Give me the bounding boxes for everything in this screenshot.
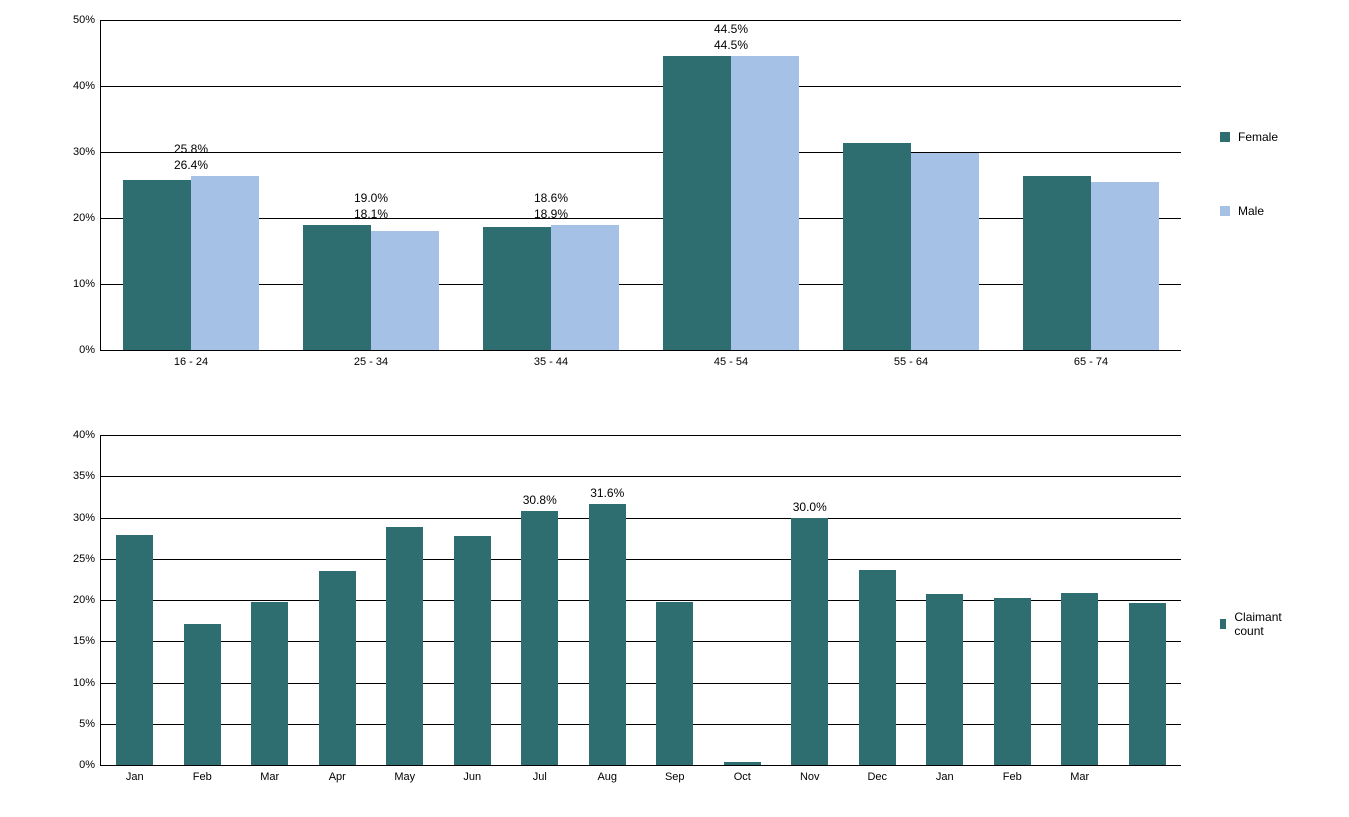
bar-value-label: 19.0% <box>311 191 431 205</box>
bar <box>483 227 551 350</box>
chart2-legend: Claimant count <box>1220 610 1285 638</box>
gridline <box>101 518 1181 519</box>
y-axis-tick-label: 40% <box>73 80 101 92</box>
legend-label: Male <box>1238 204 1264 218</box>
bar <box>791 518 828 766</box>
bar-value-label: 18.1% <box>311 207 431 221</box>
legend-swatch <box>1220 132 1230 142</box>
bar-value-label: 44.5% <box>671 22 791 36</box>
x-axis-category-label: Oct <box>709 765 777 783</box>
x-axis-category-label: 65 - 74 <box>1001 350 1181 368</box>
legend-label: Claimant count <box>1234 610 1285 638</box>
x-axis-category-label: Jun <box>439 765 507 783</box>
bar-value-label: 44.5% <box>671 38 791 52</box>
x-axis-category-label: Mar <box>1046 765 1114 783</box>
bar <box>551 225 619 350</box>
gridline <box>101 476 1181 477</box>
bar <box>521 511 558 765</box>
bar-group <box>821 20 1001 350</box>
bar <box>251 602 288 765</box>
y-axis-tick-label: 10% <box>73 278 101 290</box>
x-axis-category-label: Mar <box>236 765 304 783</box>
y-axis-tick-label: 50% <box>73 14 101 26</box>
bar <box>303 225 371 350</box>
x-axis-category-label: Apr <box>304 765 372 783</box>
y-axis-tick-label: 30% <box>73 512 101 524</box>
bar-value-label: 25.8% <box>131 142 251 156</box>
bar <box>1023 176 1091 350</box>
bar-group: 18.6% 18.9% <box>461 20 641 350</box>
bar-value-label: 30.0% <box>750 500 870 514</box>
bar-value-label: 31.6% <box>547 486 667 500</box>
y-axis-tick-label: 10% <box>73 677 101 689</box>
x-axis-category-label: May <box>371 765 439 783</box>
legend-swatch <box>1220 206 1230 216</box>
x-axis-category-label: 25 - 34 <box>281 350 461 368</box>
chart1-legend: Female Male <box>1220 130 1278 278</box>
y-axis-tick-label: 25% <box>73 553 101 565</box>
bar-group: 25.8% 26.4% <box>101 20 281 350</box>
x-axis-category-label: Jan <box>911 765 979 783</box>
x-axis-category-label: Jan <box>101 765 169 783</box>
bar <box>184 624 221 765</box>
bar <box>191 176 259 350</box>
y-axis-tick-label: 5% <box>79 718 101 730</box>
legend-swatch <box>1220 619 1226 629</box>
legend-item: Male <box>1220 204 1278 218</box>
bar <box>123 180 191 350</box>
x-axis-category-label: 45 - 54 <box>641 350 821 368</box>
bar-value-label: 26.4% <box>131 158 251 172</box>
y-axis-tick-label: 15% <box>73 635 101 647</box>
bar-group: 44.5% 44.5% <box>641 20 821 350</box>
bar <box>386 527 423 765</box>
bar <box>994 598 1031 765</box>
x-axis-category-label: Sep <box>641 765 709 783</box>
chart1-plot-area: 0%10%20%30%40%50%16 - 2425 - 3435 - 4445… <box>100 20 1181 351</box>
bar <box>859 570 896 765</box>
x-axis-category-label: 35 - 44 <box>461 350 641 368</box>
x-axis-category-label: 16 - 24 <box>101 350 281 368</box>
y-axis-tick-label: 40% <box>73 429 101 441</box>
y-axis-tick-label: 0% <box>79 759 101 771</box>
y-axis-tick-label: 20% <box>73 212 101 224</box>
x-axis-category-label: Feb <box>169 765 237 783</box>
legend-item: Female <box>1220 130 1278 144</box>
x-axis-category-label: Feb <box>979 765 1047 783</box>
x-axis-category-label: Nov <box>776 765 844 783</box>
bar <box>926 594 963 765</box>
bar <box>1129 603 1166 765</box>
bar <box>1061 593 1098 765</box>
y-axis-tick-label: 20% <box>73 594 101 606</box>
bar <box>731 56 799 350</box>
bar <box>843 143 911 350</box>
chart2-plot-area: 0%5%10%15%20%25%30%35%40%30.8%31.6%30.0%… <box>100 435 1181 766</box>
bar <box>911 153 979 350</box>
bar <box>656 602 693 765</box>
bar <box>116 535 153 765</box>
bar <box>589 504 626 765</box>
y-axis-tick-label: 35% <box>73 470 101 482</box>
bar <box>371 231 439 350</box>
bar-group <box>1001 20 1181 350</box>
bar <box>1091 182 1159 350</box>
bar <box>454 536 491 765</box>
x-axis-category-label: Aug <box>574 765 642 783</box>
x-axis-category-label: 55 - 64 <box>821 350 1001 368</box>
y-axis-tick-label: 0% <box>79 344 101 356</box>
gridline <box>101 435 1181 436</box>
legend-label: Female <box>1238 130 1278 144</box>
bar-group: 19.0% 18.1% <box>281 20 461 350</box>
gridline <box>101 559 1181 560</box>
legend-item: Claimant count <box>1220 610 1285 638</box>
bar <box>663 56 731 350</box>
bar-value-label: 18.9% <box>491 207 611 221</box>
x-axis-category-label: Dec <box>844 765 912 783</box>
x-axis-category-label: Jul <box>506 765 574 783</box>
bar-value-label: 18.6% <box>491 191 611 205</box>
y-axis-tick-label: 30% <box>73 146 101 158</box>
bar <box>319 571 356 765</box>
